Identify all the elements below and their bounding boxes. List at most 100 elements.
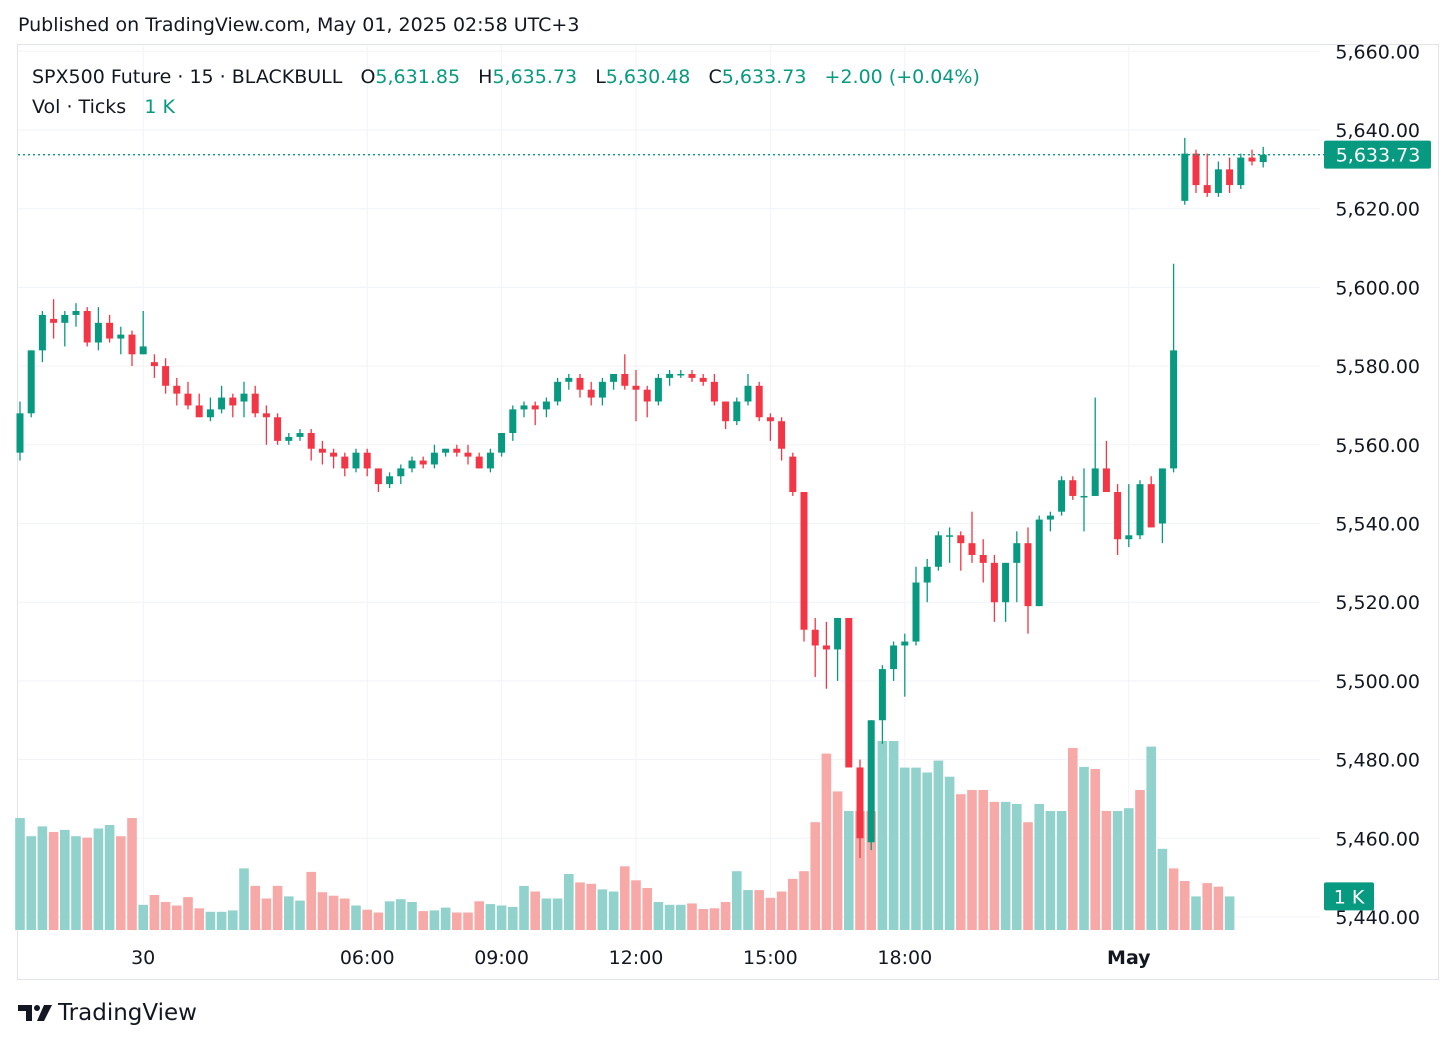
volume-bar [933, 760, 944, 930]
volume-bar [82, 837, 92, 930]
candle [1024, 527, 1032, 634]
candle [486, 448, 494, 473]
candle-body [934, 535, 942, 567]
volume-bar [160, 902, 171, 930]
volume-bar [720, 902, 731, 930]
candle-body [498, 432, 506, 453]
candle [890, 641, 898, 681]
volume-bar [138, 904, 148, 930]
price-tick-label: 5,500.00 [1335, 671, 1420, 693]
volume-bar [373, 912, 384, 930]
candle [722, 401, 730, 430]
candle [296, 429, 304, 441]
candle-body [27, 350, 35, 414]
volume-bar [194, 908, 204, 930]
low-value: 5,630.48 [605, 66, 691, 88]
volume-bar [1000, 801, 1011, 930]
candle-body [990, 562, 998, 603]
candle-body [1002, 562, 1010, 603]
candle [699, 373, 707, 386]
candle-body [867, 720, 875, 843]
candle [1013, 531, 1021, 603]
candle-body [240, 393, 248, 402]
chart-frame[interactable] [17, 44, 1439, 980]
volume-bar [216, 911, 227, 930]
candle [453, 444, 461, 457]
candle-body [285, 436, 293, 441]
candle [363, 448, 371, 477]
candle [206, 397, 214, 422]
volume-bar [855, 811, 865, 930]
volume-bar [956, 794, 966, 930]
candle [509, 405, 517, 441]
candle [576, 373, 584, 398]
candle-body [1158, 468, 1166, 524]
candle-body [1069, 480, 1077, 496]
volume-bar [26, 836, 36, 930]
candle-body [251, 393, 259, 414]
price-tick-label: 5,620.00 [1335, 199, 1420, 221]
candle-body [419, 460, 427, 465]
candle-body [162, 366, 170, 386]
volume-bar [1045, 811, 1056, 930]
candle [1114, 484, 1122, 555]
volume-bar [676, 904, 686, 930]
candle [139, 311, 147, 355]
candle [408, 456, 416, 473]
volume-bar [1023, 822, 1033, 930]
candle-body [274, 417, 282, 441]
volume-bar [900, 767, 910, 930]
candle-body [1170, 350, 1178, 469]
candle-body [766, 417, 774, 422]
candle [419, 456, 427, 469]
candle-body [699, 377, 707, 382]
candle-body [38, 314, 46, 351]
volume-bar [384, 901, 395, 930]
candle [1203, 153, 1211, 197]
candle [173, 377, 181, 406]
time-tick-label: 30 [131, 947, 155, 969]
candle-body [341, 456, 349, 469]
symbol-info[interactable]: SPX500 Future · 15 · BLACKBULL [32, 66, 343, 88]
volume-label[interactable]: Vol · Ticks [32, 96, 127, 118]
candle [16, 401, 24, 461]
volume-bar [1056, 811, 1067, 930]
volume-bars [15, 741, 1235, 930]
candle [912, 566, 920, 646]
volume-bar [608, 891, 619, 930]
volume-bar [250, 885, 260, 930]
volume-bar [1101, 811, 1112, 930]
volume-bar [418, 911, 428, 930]
volume-bar [978, 790, 988, 930]
candle-body [520, 405, 528, 410]
candle-body [1259, 154, 1267, 163]
volume-bar [452, 912, 462, 930]
candle [822, 621, 830, 689]
volume-bar [944, 776, 955, 930]
candle-body [408, 460, 416, 469]
time-tick-label: 06:00 [340, 947, 395, 969]
candle [1214, 161, 1222, 197]
candle-body [1226, 169, 1234, 186]
volume-bar [877, 741, 888, 930]
candle [744, 373, 752, 406]
volume-badge [1324, 882, 1374, 911]
candle [83, 307, 91, 347]
ohlc-legend: SPX500 Future · 15 · BLACKBULL O5,631.85… [32, 66, 980, 88]
volume-bar [295, 900, 305, 930]
candle [464, 444, 472, 465]
volume-bar [776, 891, 787, 930]
candle [162, 358, 170, 394]
candle [1259, 146, 1267, 168]
tradingview-logo[interactable]: TradingView [18, 1000, 197, 1026]
candle [352, 448, 360, 473]
volume-bar [922, 772, 932, 930]
candle-body [968, 543, 976, 555]
candle [195, 393, 203, 418]
volume-bar [1202, 883, 1212, 930]
candle-body [1125, 535, 1133, 540]
candle [475, 452, 483, 469]
volume-bar [967, 790, 977, 930]
candle [621, 354, 629, 390]
